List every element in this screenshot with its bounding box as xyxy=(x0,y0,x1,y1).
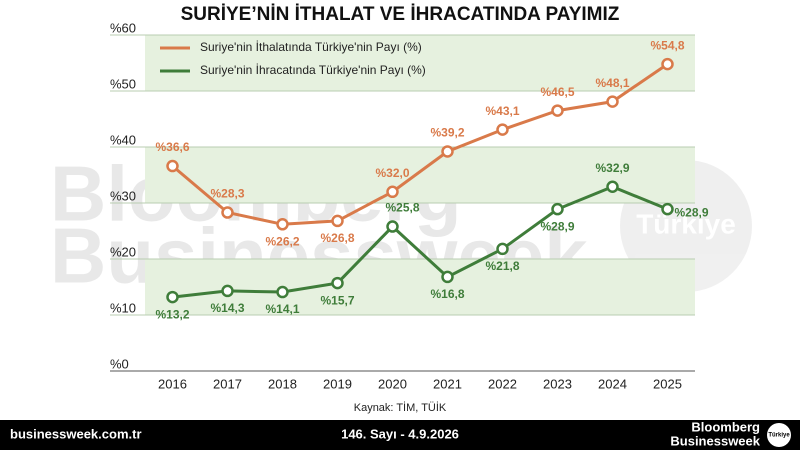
data-point xyxy=(551,104,564,117)
data-point xyxy=(441,270,454,284)
data-point xyxy=(606,180,619,194)
value-label: %54,8 xyxy=(650,38,684,52)
y-tick-label: %60 xyxy=(110,20,136,35)
x-tick-label: 2023 xyxy=(543,376,572,391)
value-label: %14,1 xyxy=(265,302,299,316)
x-tick-label: 2022 xyxy=(488,376,517,391)
value-label: %32,9 xyxy=(595,161,629,175)
value-label: %28,3 xyxy=(210,187,244,201)
data-point xyxy=(221,284,234,298)
footer-brand: Bloomberg xyxy=(691,419,760,434)
x-tick-label: 2016 xyxy=(158,376,187,391)
value-label: %43,1 xyxy=(485,104,519,118)
footer-badge-text: Türkiye xyxy=(768,433,790,439)
value-label: %28,9 xyxy=(540,219,574,233)
y-tick-label: %30 xyxy=(110,188,136,203)
value-label: %26,8 xyxy=(320,231,354,245)
data-point xyxy=(496,242,509,256)
data-point xyxy=(276,285,289,299)
value-label: %39,2 xyxy=(430,126,464,140)
data-point xyxy=(661,57,674,71)
y-tick-label: %0 xyxy=(110,356,129,371)
value-label: %14,3 xyxy=(210,301,244,315)
data-point xyxy=(551,202,564,216)
value-label: %15,7 xyxy=(320,293,354,307)
y-tick-label: %40 xyxy=(110,132,136,147)
data-point xyxy=(221,206,234,219)
data-point xyxy=(276,218,289,231)
series-line xyxy=(172,185,669,299)
data-point xyxy=(331,214,344,228)
data-point xyxy=(331,276,344,290)
value-label: %48,1 xyxy=(595,76,629,90)
value-label: %32,0 xyxy=(375,166,409,180)
grid-band xyxy=(145,259,695,315)
y-tick-label: %10 xyxy=(110,300,136,315)
x-tick-label: 2019 xyxy=(323,376,352,391)
value-label: %25,8 xyxy=(385,201,419,215)
watermark-text: Türkiye xyxy=(636,208,736,239)
data-point xyxy=(166,290,179,304)
legend-label: Suriye'nin İthalatında Türkiye'nin Payı … xyxy=(200,40,422,54)
x-tick-label: 2021 xyxy=(433,376,462,391)
x-tick-label: 2018 xyxy=(268,376,297,391)
data-point xyxy=(496,123,509,136)
value-label: %36,6 xyxy=(155,140,189,154)
data-point xyxy=(166,159,179,173)
source: Kaynak: TİM, TÜİK xyxy=(354,401,447,414)
data-point xyxy=(441,145,454,158)
y-tick-label: %50 xyxy=(110,76,136,91)
value-label: %46,5 xyxy=(540,85,574,99)
data-point xyxy=(661,202,674,216)
grid-band xyxy=(145,147,695,203)
x-tick-label: 2017 xyxy=(213,376,242,391)
footer-issue: 146. Sayı - 4.9.2026 xyxy=(341,426,459,441)
x-tick-label: 2024 xyxy=(598,376,627,391)
data-point xyxy=(386,220,399,233)
footer-site: businessweek.com.tr xyxy=(10,426,142,441)
footer-brand: Businessweek xyxy=(670,433,760,448)
value-label: %26,2 xyxy=(265,234,299,248)
value-label: %21,8 xyxy=(485,259,519,273)
footer-bar xyxy=(0,420,800,450)
y-tick-label: %20 xyxy=(110,244,136,259)
value-label: %16,8 xyxy=(430,287,464,301)
data-point xyxy=(386,185,399,199)
grid-band xyxy=(145,35,695,91)
chart-title: SURİYE’NİN İTHALAT VE İHRACATINDA PAYIMI… xyxy=(181,4,620,25)
footer-badge xyxy=(767,423,791,447)
x-tick-label: 2020 xyxy=(378,376,407,391)
value-label: %28,9 xyxy=(674,205,708,219)
x-tick-label: 2025 xyxy=(653,376,682,391)
data-point xyxy=(606,95,619,108)
value-label: %13,2 xyxy=(155,307,189,321)
legend-label: Suriye'nin İhracatında Türkiye'nin Payı … xyxy=(200,63,426,77)
series-line xyxy=(171,62,669,226)
